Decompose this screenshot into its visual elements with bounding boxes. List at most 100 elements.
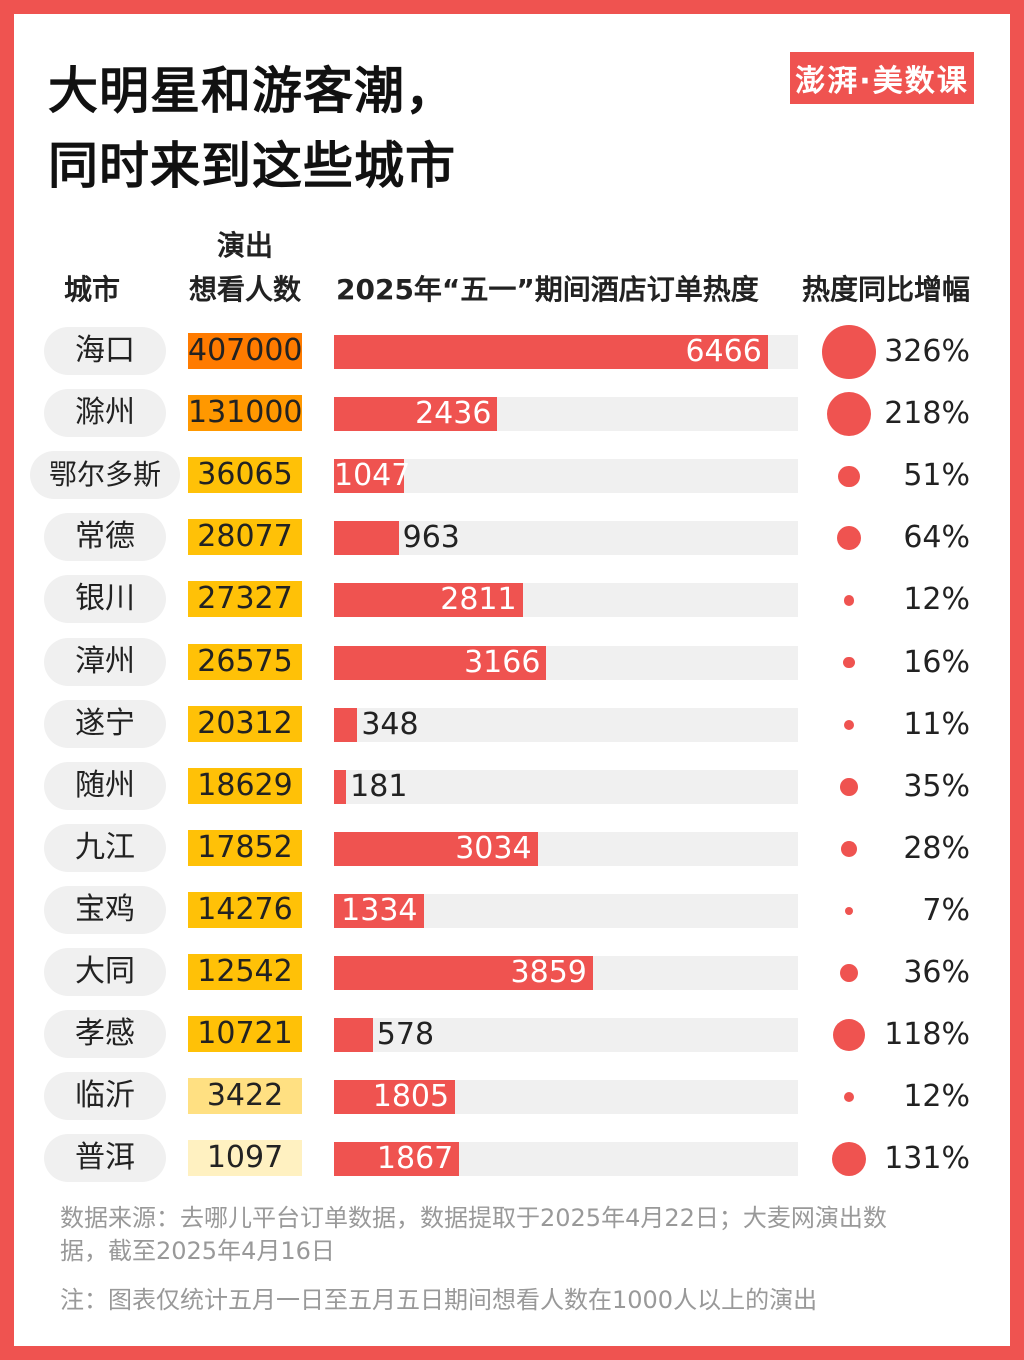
table-row: 随州 18629 181 35%	[14, 761, 1010, 815]
views-value: 28077	[188, 519, 302, 556]
heat-value-label: 181	[350, 768, 408, 804]
city-label: 孝感	[44, 1010, 166, 1059]
heat-bar	[334, 893, 424, 928]
views-value: 1097	[188, 1140, 302, 1177]
heat-bar	[334, 645, 547, 680]
city-label: 鄂尔多斯	[30, 451, 180, 500]
heat-value-label: 2436	[415, 396, 492, 432]
views-value: 10721	[188, 1016, 302, 1053]
heat-value-label: 1867	[376, 1141, 454, 1177]
table-row: 临沂 3422 1805 12%	[14, 1071, 1010, 1125]
heat-value-label: 578	[376, 1017, 435, 1053]
growth-bubble	[843, 656, 855, 669]
table-row: 大同 12542 3859 36%	[14, 947, 1010, 1001]
growth-bubble	[840, 777, 858, 796]
growth-value: 51%	[903, 458, 970, 494]
growth-value: 218%	[884, 396, 970, 432]
growth-bubble	[843, 1092, 855, 1103]
growth-bubble	[845, 906, 853, 915]
views-value: 18629	[188, 767, 302, 804]
city-label: 随州	[44, 761, 166, 810]
city-label: 宝鸡	[44, 885, 166, 934]
city-label: 临沂	[44, 1072, 166, 1121]
growth-value: 118%	[884, 1017, 970, 1053]
views-value: 17852	[188, 829, 302, 866]
heat-value-label: 1047	[334, 458, 411, 494]
growth-value: 7%	[922, 892, 970, 928]
heat-value-label: 963	[402, 520, 460, 556]
city-label: 常德	[44, 513, 166, 562]
table-row: 漳州 26575 3166 16%	[14, 637, 1010, 691]
growth-value: 16%	[903, 644, 970, 680]
header-growth: 热度同比增幅	[802, 273, 971, 306]
heat-value-label: 6466	[685, 334, 762, 369]
views-value: 131000	[188, 395, 303, 432]
heat-bar	[334, 1080, 456, 1115]
source-note: 数据来源：去哪儿平台订单数据，数据提取于2025年4月22日；大麦网演出数 据，…	[60, 1202, 887, 1268]
city-label: 大同	[44, 948, 166, 996]
table-row: 海口 407000 6466 326%	[14, 325, 1010, 380]
publisher-logo: 澎湃·美数课	[790, 52, 974, 104]
city-label: 漳州	[44, 637, 166, 686]
bar-track	[334, 521, 798, 556]
bar-track	[334, 459, 798, 494]
growth-bubble	[826, 392, 872, 437]
table-row: 孝感 10721 578 118%	[14, 1009, 1010, 1063]
table-row: 滁州 131000 2436 218%	[14, 388, 1010, 442]
table-row: 常德 28077 963 64%	[14, 512, 1010, 566]
growth-value: 36%	[903, 955, 970, 990]
header-views-line-2: 想看人数	[188, 273, 301, 306]
heat-bar	[334, 769, 347, 804]
growth-bubble	[843, 595, 855, 606]
views-value: 407000	[188, 333, 303, 369]
growth-value: 64%	[903, 520, 970, 556]
heat-value-label: 2811	[440, 582, 517, 618]
heat-bar	[334, 1142, 460, 1177]
heat-value-label: 1805	[372, 1079, 450, 1115]
city-label: 银川	[44, 575, 166, 624]
table-row: 宝鸡 14276 1334 7%	[14, 885, 1010, 939]
bar-track	[334, 769, 798, 804]
growth-bubble	[831, 1142, 867, 1177]
growth-value: 12%	[903, 1079, 970, 1115]
heat-bar	[334, 831, 538, 866]
views-value: 14276	[188, 891, 302, 928]
city-label: 海口	[44, 327, 166, 375]
views-value: 36065	[188, 457, 302, 494]
views-value: 12542	[188, 954, 302, 990]
heat-value-label: 1334	[341, 892, 418, 928]
heat-bar	[334, 956, 593, 990]
chart-card: 大明星和游客潮， 同时来到这些城市 澎湃·美数课 城市 演出 想看人数 2025…	[14, 14, 1010, 1346]
growth-bubble	[822, 325, 876, 379]
views-value: 27327	[188, 581, 302, 618]
header-city: 城市	[64, 273, 121, 306]
table-row: 鄂尔多斯 36065 1047 51%	[14, 450, 1010, 504]
heat-bar	[334, 521, 399, 556]
heat-bar	[334, 335, 768, 369]
heat-value-label: 3859	[510, 955, 587, 990]
growth-bubble	[844, 719, 854, 730]
heat-bar	[334, 397, 498, 432]
growth-value: 326%	[884, 334, 970, 369]
growth-bubble	[841, 840, 857, 857]
views-value: 20312	[188, 705, 302, 742]
views-value: 3422	[188, 1078, 302, 1115]
heat-bar	[334, 707, 358, 742]
growth-value: 28%	[903, 830, 970, 866]
city-label: 九江	[44, 823, 166, 872]
table-row: 遂宁 20312 348 11%	[14, 699, 1010, 753]
heat-value-label: 3166	[464, 644, 541, 680]
bar-track	[334, 1018, 798, 1053]
growth-value: 11%	[903, 706, 970, 742]
title-line-2: 同时来到这些城市	[48, 137, 456, 195]
heat-value-label: 3034	[455, 830, 532, 866]
heat-bar	[334, 583, 523, 618]
title-line-1: 大明星和游客潮，	[48, 62, 456, 120]
city-label: 遂宁	[44, 699, 166, 748]
growth-bubble	[837, 526, 861, 551]
city-label: 普洱	[44, 1134, 166, 1183]
growth-value: 35%	[903, 768, 970, 804]
header-views: 演出 想看人数	[174, 224, 316, 312]
chart-title: 大明星和游客潮， 同时来到这些城市	[48, 54, 456, 204]
city-label: 滁州	[44, 389, 166, 438]
